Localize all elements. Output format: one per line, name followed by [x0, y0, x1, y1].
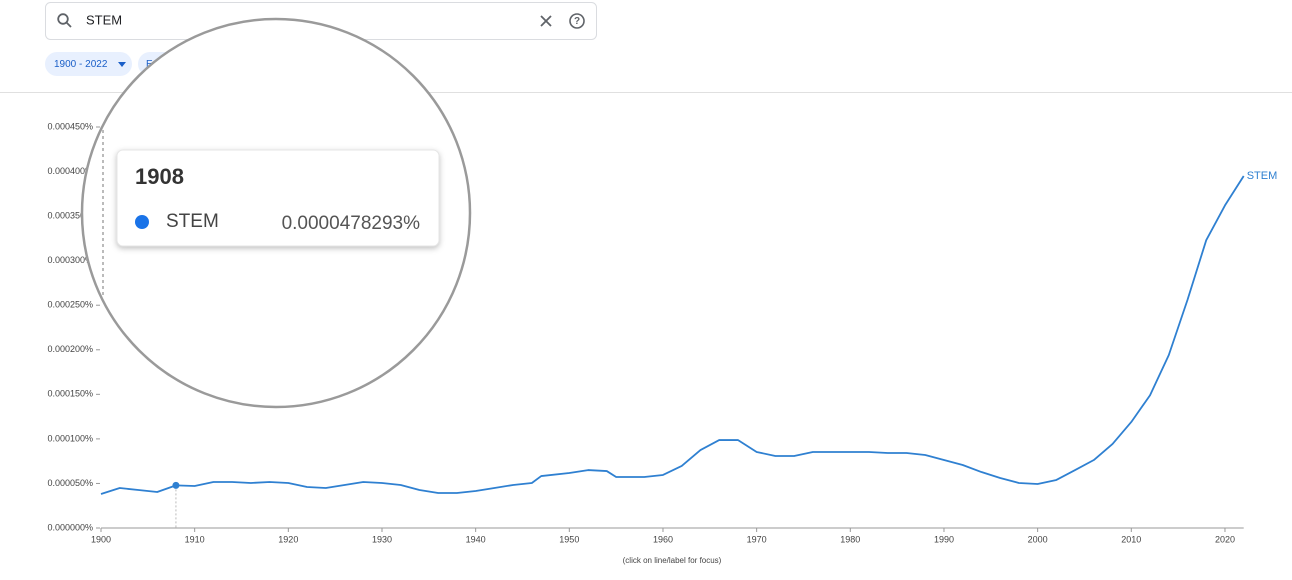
y-tick-label: 0.000300%: [47, 255, 93, 265]
search-query[interactable]: STEM: [86, 12, 122, 27]
y-tick-label: 0.000250%: [47, 300, 93, 310]
y-tick-label: 0.000100%: [47, 433, 93, 443]
x-tick-label: 1930: [372, 534, 392, 544]
svg-text:?: ?: [574, 16, 580, 27]
x-tick-label: 1980: [840, 534, 860, 544]
x-tick-label: 1920: [278, 534, 298, 544]
x-tick-label: 1950: [559, 534, 579, 544]
x-tick-label: 1910: [185, 534, 205, 544]
y-tick-label: 0.000450%: [47, 121, 93, 131]
x-tick-label: 2010: [1121, 534, 1141, 544]
tooltip-series: STEM: [166, 211, 219, 232]
clear-button[interactable]: [540, 15, 552, 27]
magnifier: 1908 STEM 0.0000478293%: [80, 17, 472, 409]
y-tick-label: 0.000350%: [47, 210, 93, 220]
series-line: [100, 175, 1245, 495]
dropdown-arrow: [118, 62, 126, 67]
chart-note: (click on line/label for focus): [623, 556, 722, 565]
x-tick-label: 1970: [747, 534, 767, 544]
tooltip-value: 0.0000478293%: [282, 213, 421, 234]
chart: 0.000000% 0.000050% 0.000100% 0.000150% 0.00…: [47, 121, 1277, 544]
tooltip-swatch: [135, 215, 149, 229]
y-tick-label: 0.000000%: [47, 522, 93, 532]
date-range-label[interactable]: 1900 - 2022: [54, 59, 108, 70]
y-tick-label: 0.000050%: [47, 478, 93, 488]
x-tick-label: 1990: [934, 534, 954, 544]
x-tick-label: 1960: [653, 534, 673, 544]
x-tick-label: 2020: [1215, 534, 1235, 544]
help-button[interactable]: ?: [569, 13, 585, 29]
hover-point: [172, 481, 180, 489]
y-tick-label: 0.000400%: [47, 166, 93, 176]
x-tick-label: 1940: [466, 534, 486, 544]
tooltip: [116, 149, 440, 247]
date-range-chip[interactable]: [45, 52, 132, 76]
y-tick-label: 0.000150%: [47, 389, 93, 399]
search-icon: [57, 13, 72, 28]
tooltip-year: 1908: [135, 164, 184, 189]
x-tick-label: 1900: [91, 534, 111, 544]
y-tick-label: 0.000200%: [47, 344, 93, 354]
x-tick-label: 2000: [1028, 534, 1048, 544]
series-end-label: STEM: [1247, 170, 1278, 182]
